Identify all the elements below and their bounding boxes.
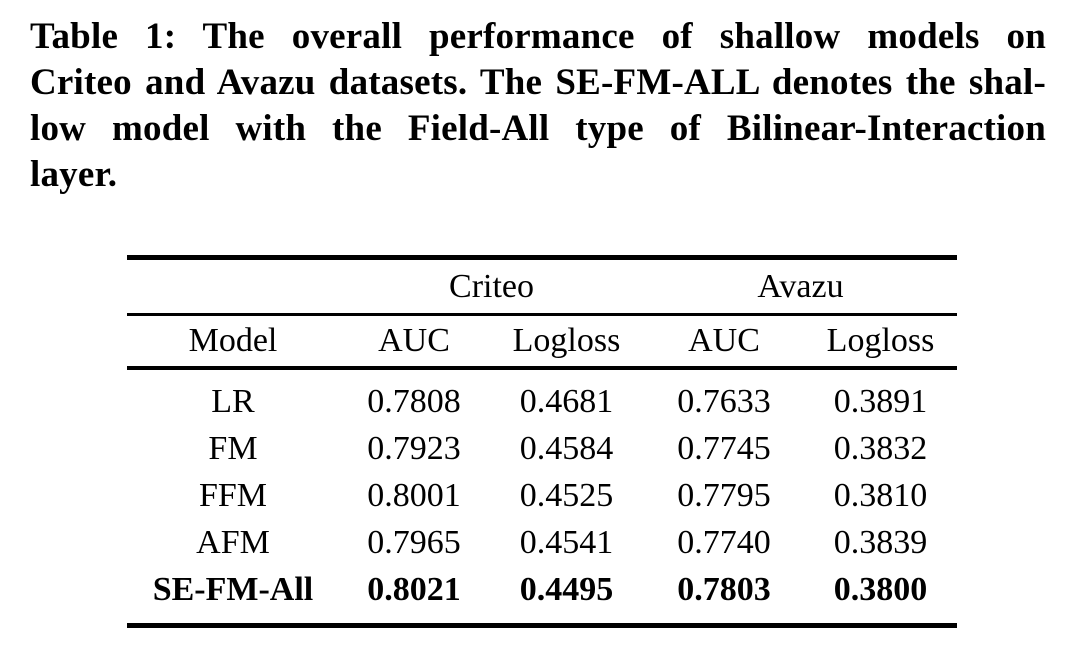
dataset-group-header-row: Criteo Avazu: [127, 257, 958, 316]
column-header-criteo-auc: AUC: [339, 314, 489, 370]
metric-cell: 0.4681: [519, 382, 614, 420]
table-row: AFM 0.7965 0.4541 0.7740 0.3839: [127, 519, 957, 566]
metric-cell: 0.7795: [677, 476, 771, 514]
group-header-avazu: Avazu: [644, 257, 958, 316]
caption-line: Criteo and Avazu datasets. The SE-FM-ALL…: [30, 62, 1046, 103]
performance-table: Criteo Avazu Model AUC Logloss AUC Loglo…: [127, 255, 958, 628]
metric-cell: 0.7803: [677, 570, 771, 608]
caption-line: Table 1: The overall performance of shal…: [30, 16, 1046, 57]
metric-cell: 0.4541: [519, 523, 614, 561]
metric-cell: 0.7745: [677, 429, 771, 467]
metric-cell: 0.3832: [833, 429, 928, 467]
metric-cell: 0.4495: [519, 570, 614, 608]
model-cell: LR: [211, 382, 255, 420]
column-header-row: Model AUC Logloss AUC Logloss: [127, 314, 958, 370]
empty-corner-cell: [127, 257, 339, 316]
metric-cell: 0.3839: [833, 523, 928, 561]
group-header-criteo: Criteo: [339, 257, 645, 316]
model-cell: AFM: [196, 523, 270, 561]
metric-cell: 0.7740: [677, 523, 771, 561]
metric-cell: 0.7965: [367, 523, 461, 561]
column-header-model: Model: [127, 314, 339, 370]
table-row: LR 0.7808 0.4681 0.7633 0.3891: [127, 368, 957, 425]
metric-cell: 0.7923: [367, 429, 461, 467]
caption-line: low model with the Field-All type of Bil…: [30, 108, 1046, 149]
model-cell: FM: [208, 429, 258, 467]
metric-cell: 0.3810: [833, 476, 928, 514]
metric-cell: 0.4525: [519, 476, 614, 514]
column-header-avazu-logloss: Logloss: [804, 314, 958, 370]
metric-cell: 0.8021: [367, 570, 461, 608]
metric-cell: 0.3800: [833, 570, 928, 608]
column-header-avazu-auc: AUC: [644, 314, 805, 370]
model-cell: FFM: [198, 476, 268, 514]
metric-cell: 0.3891: [833, 382, 928, 420]
metric-cell: 0.8001: [367, 476, 461, 514]
metric-cell: 0.4584: [519, 429, 614, 467]
metric-cell: 0.7808: [367, 382, 461, 420]
table-row: FM 0.7923 0.4584 0.7745 0.3832: [127, 425, 957, 472]
caption-line: layer.: [30, 154, 118, 195]
column-header-criteo-logloss: Logloss: [489, 314, 645, 370]
table-row: SE-FM-All 0.8021 0.4495 0.7803 0.3800: [127, 566, 957, 626]
model-cell: SE-FM-All: [152, 570, 314, 608]
table-caption: Table 1: The overall performance of shal…: [30, 14, 1046, 198]
table-row: FFM 0.8001 0.4525 0.7795 0.3810: [127, 472, 957, 519]
performance-table-container: Criteo Avazu Model AUC Logloss AUC Loglo…: [127, 255, 958, 628]
metric-cell: 0.7633: [677, 382, 771, 420]
